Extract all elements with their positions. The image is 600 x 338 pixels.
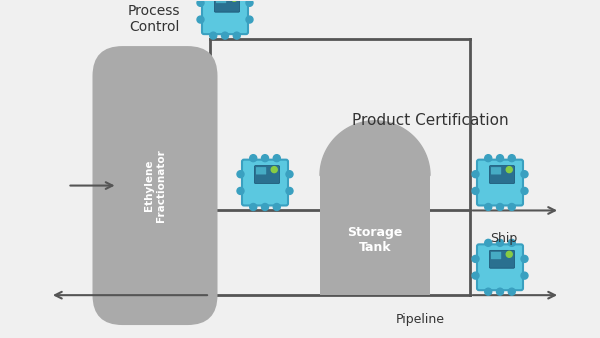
Circle shape bbox=[508, 155, 515, 162]
FancyBboxPatch shape bbox=[491, 252, 501, 259]
FancyBboxPatch shape bbox=[202, 0, 248, 34]
Text: Storage
Tank: Storage Tank bbox=[347, 226, 403, 255]
Circle shape bbox=[246, 16, 253, 23]
Circle shape bbox=[250, 155, 257, 162]
FancyBboxPatch shape bbox=[256, 167, 266, 174]
Bar bbox=[320, 176, 430, 295]
Text: Ethylene
Fractionator: Ethylene Fractionator bbox=[144, 149, 166, 222]
Circle shape bbox=[497, 155, 503, 162]
Circle shape bbox=[497, 288, 503, 295]
Circle shape bbox=[262, 155, 269, 162]
Text: Process
Control: Process Control bbox=[128, 4, 180, 34]
FancyBboxPatch shape bbox=[214, 0, 239, 12]
Circle shape bbox=[262, 203, 269, 211]
Circle shape bbox=[506, 251, 512, 257]
FancyBboxPatch shape bbox=[254, 166, 280, 184]
Circle shape bbox=[231, 0, 237, 1]
Text: Product Certification: Product Certification bbox=[352, 113, 508, 128]
Circle shape bbox=[197, 0, 204, 6]
FancyBboxPatch shape bbox=[92, 46, 218, 325]
Circle shape bbox=[246, 0, 253, 6]
Circle shape bbox=[497, 203, 503, 211]
FancyBboxPatch shape bbox=[477, 244, 523, 290]
Circle shape bbox=[210, 32, 217, 39]
Circle shape bbox=[508, 203, 515, 211]
Circle shape bbox=[506, 167, 512, 173]
Circle shape bbox=[485, 288, 492, 295]
Text: Pipeline: Pipeline bbox=[395, 313, 445, 326]
Circle shape bbox=[273, 203, 280, 211]
FancyBboxPatch shape bbox=[490, 250, 515, 268]
FancyBboxPatch shape bbox=[491, 167, 501, 174]
FancyBboxPatch shape bbox=[490, 166, 515, 184]
Circle shape bbox=[521, 272, 528, 279]
Circle shape bbox=[472, 171, 479, 178]
Circle shape bbox=[233, 32, 240, 39]
Circle shape bbox=[485, 239, 492, 246]
FancyBboxPatch shape bbox=[242, 160, 288, 206]
Circle shape bbox=[250, 203, 257, 211]
Circle shape bbox=[521, 188, 528, 194]
Circle shape bbox=[237, 188, 244, 194]
Circle shape bbox=[472, 272, 479, 279]
Circle shape bbox=[521, 171, 528, 178]
Text: Ship: Ship bbox=[490, 233, 517, 245]
Circle shape bbox=[508, 239, 515, 246]
Circle shape bbox=[508, 288, 515, 295]
FancyBboxPatch shape bbox=[216, 0, 226, 3]
Circle shape bbox=[237, 171, 244, 178]
Circle shape bbox=[485, 155, 492, 162]
Circle shape bbox=[497, 239, 503, 246]
Circle shape bbox=[286, 171, 293, 178]
FancyBboxPatch shape bbox=[477, 160, 523, 206]
Circle shape bbox=[273, 155, 280, 162]
Circle shape bbox=[271, 167, 277, 173]
Circle shape bbox=[472, 256, 479, 262]
Circle shape bbox=[221, 32, 229, 39]
Polygon shape bbox=[320, 121, 430, 176]
Circle shape bbox=[485, 203, 492, 211]
Circle shape bbox=[472, 188, 479, 194]
Circle shape bbox=[197, 16, 204, 23]
Circle shape bbox=[521, 256, 528, 262]
Circle shape bbox=[286, 188, 293, 194]
